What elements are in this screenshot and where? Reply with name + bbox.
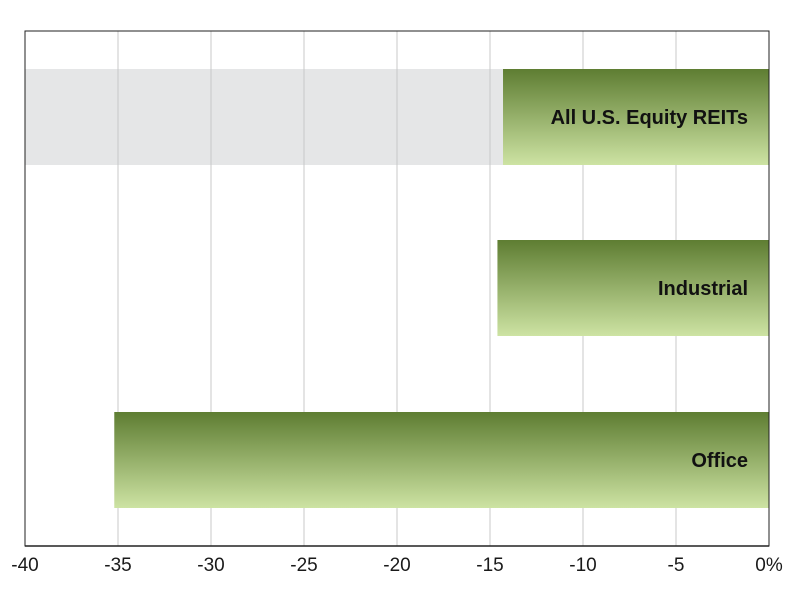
plot-frame [24,30,770,547]
x-axis-tick-labels: -40 -35 -30 -25 -20 -15 -10 -5 0% [11,555,783,576]
bar-label: All U.S. Equity REITs [551,107,748,129]
bar-label: Industrial [658,278,748,300]
x-tick-label: -30 [197,555,224,576]
x-tick-label: -10 [569,555,596,576]
x-tick-label: -25 [290,555,317,576]
x-tick-label: 0% [755,555,783,576]
bars: All U.S. Equity REITs Industrial Office [114,69,769,508]
x-tick-label: -40 [11,555,38,576]
x-tick-label: -35 [104,555,131,576]
bar [503,69,769,165]
bar [497,240,769,336]
bar-label: Office [691,450,748,472]
x-tick-label: -15 [476,555,503,576]
x-tick-label: -20 [383,555,410,576]
x-tick-label: -5 [668,555,685,576]
bar [114,412,769,508]
